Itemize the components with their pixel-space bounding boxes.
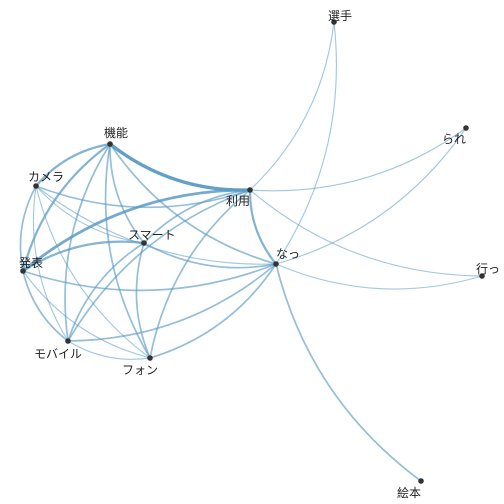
node-label-kinou: 機能 — [104, 125, 128, 140]
edge-happyou-mobile — [22, 270, 69, 342]
node-label-ehon: 絵本 — [397, 485, 421, 500]
edge-riyou-rare — [249, 127, 467, 192]
node-rare[interactable]: られ — [442, 125, 469, 146]
node-dot-phone — [147, 355, 153, 361]
node-camera[interactable]: カメラ — [28, 170, 64, 189]
node-kinou[interactable]: 機能 — [104, 125, 128, 147]
edge-natsu-iku — [275, 263, 483, 290]
edge-smart-natsu — [143, 242, 277, 269]
edge-riyou-iku — [249, 189, 483, 277]
node-label-phone: フォン — [122, 363, 158, 377]
node-mobile[interactable]: モバイル — [34, 338, 82, 361]
edge-natsu-rare — [275, 127, 467, 265]
edge-natsu-senshu — [275, 21, 338, 265]
node-dot-smart — [141, 240, 147, 246]
node-label-mobile: モバイル — [34, 347, 82, 361]
edge-happyou-natsu — [22, 263, 277, 292]
edge-camera-mobile — [32, 185, 69, 342]
edge-riyou-phone — [149, 189, 251, 359]
edge-kinou-smart — [109, 143, 145, 244]
node-iku[interactable]: 行っ — [476, 262, 500, 279]
node-label-camera: カメラ — [28, 170, 64, 184]
edge-mobile-natsu — [67, 263, 277, 342]
edge-kinou-riyou — [108, 142, 252, 192]
edge-kinou-natsu — [109, 143, 277, 265]
edge-kinou-camera — [34, 142, 112, 188]
edge-mobile-phone — [67, 340, 151, 360]
edge-riyou-smart — [143, 189, 251, 244]
edge-phone-natsu — [149, 263, 277, 359]
node-phone[interactable]: フォン — [122, 355, 158, 377]
node-dot-senshu — [331, 19, 337, 25]
edge-riyou-mobile — [67, 189, 251, 342]
node-label-happyou: 発表 — [19, 256, 43, 270]
node-label-iku: 行っ — [476, 262, 500, 276]
edge-camera-smart — [35, 185, 145, 244]
edge-smart-mobile — [67, 242, 145, 342]
node-riyou[interactable]: 利用 — [226, 187, 253, 208]
node-label-senshu: 選手 — [328, 9, 352, 23]
node-dot-natsu — [273, 261, 279, 267]
node-label-smart: スマート — [128, 228, 176, 242]
node-happyou[interactable]: 発表 — [19, 256, 43, 274]
edges-layer — [19, 21, 483, 482]
edge-riyou-senshu — [249, 21, 335, 191]
node-dot-iku — [479, 273, 485, 279]
edge-riyou-natsu — [248, 188, 278, 266]
edge-riyou-happyou — [21, 188, 252, 273]
node-dot-ehon — [418, 478, 424, 484]
edge-smart-happyou — [21, 240, 146, 273]
node-label-rare: られ — [442, 132, 466, 146]
node-smart[interactable]: スマート — [128, 228, 176, 246]
edge-camera-happyou — [19, 185, 37, 272]
node-dot-camera — [33, 183, 39, 189]
node-label-riyou: 利用 — [226, 194, 250, 208]
node-dot-riyou — [247, 187, 253, 193]
node-dot-kinou — [107, 141, 113, 147]
edge-camera-riyou — [35, 185, 251, 209]
edge-natsu-ehon — [275, 263, 422, 482]
edge-camera-phone — [35, 185, 151, 359]
node-dot-rare — [463, 125, 469, 131]
node-natsu[interactable]: なっ — [273, 247, 300, 267]
edge-happyou-phone — [22, 270, 151, 359]
node-dot-mobile — [65, 338, 71, 344]
node-label-natsu: なっ — [276, 247, 300, 261]
node-senshu[interactable]: 選手 — [328, 9, 352, 25]
node-dot-happyou — [20, 268, 26, 274]
node-ehon[interactable]: 絵本 — [397, 478, 424, 500]
edge-smart-phone — [135, 242, 151, 359]
